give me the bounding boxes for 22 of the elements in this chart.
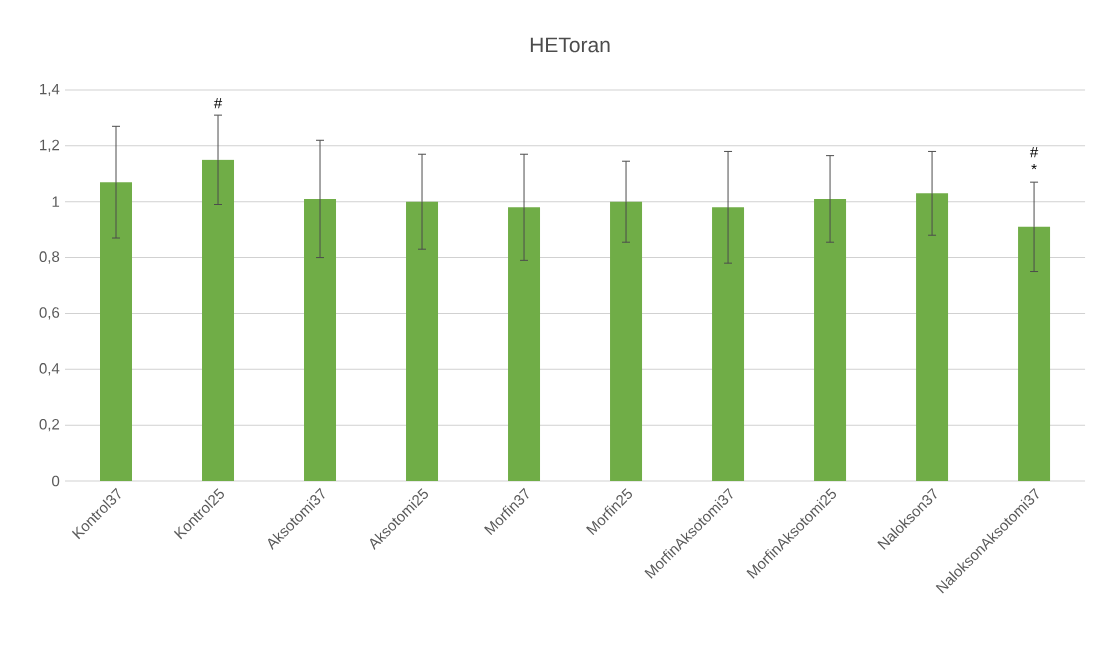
bar (304, 198, 337, 481)
bar (202, 159, 235, 481)
annotation: # (213, 98, 223, 109)
bar (406, 201, 439, 481)
bar (814, 198, 847, 481)
y-tick-label: 1,4 (40, 83, 60, 97)
bar (916, 193, 949, 481)
bar (712, 207, 745, 481)
y-tick-label: 1,2 (40, 139, 60, 153)
annotation: * (1031, 164, 1037, 170)
y-tick-label: 0 (52, 475, 60, 487)
y-tick-label: 0,8 (39, 251, 60, 264)
y-tick-label: 1 (52, 196, 60, 207)
bar (1018, 226, 1051, 481)
bar (100, 182, 133, 481)
bar (508, 207, 541, 481)
bar (610, 201, 643, 481)
y-tick-label: 0,6 (39, 307, 60, 320)
chart-title: HEToran (530, 37, 610, 53)
annotation: # (1029, 147, 1039, 158)
y-tick-label: 0,2 (39, 418, 60, 432)
y-tick-label: 0,4 (39, 363, 60, 376)
